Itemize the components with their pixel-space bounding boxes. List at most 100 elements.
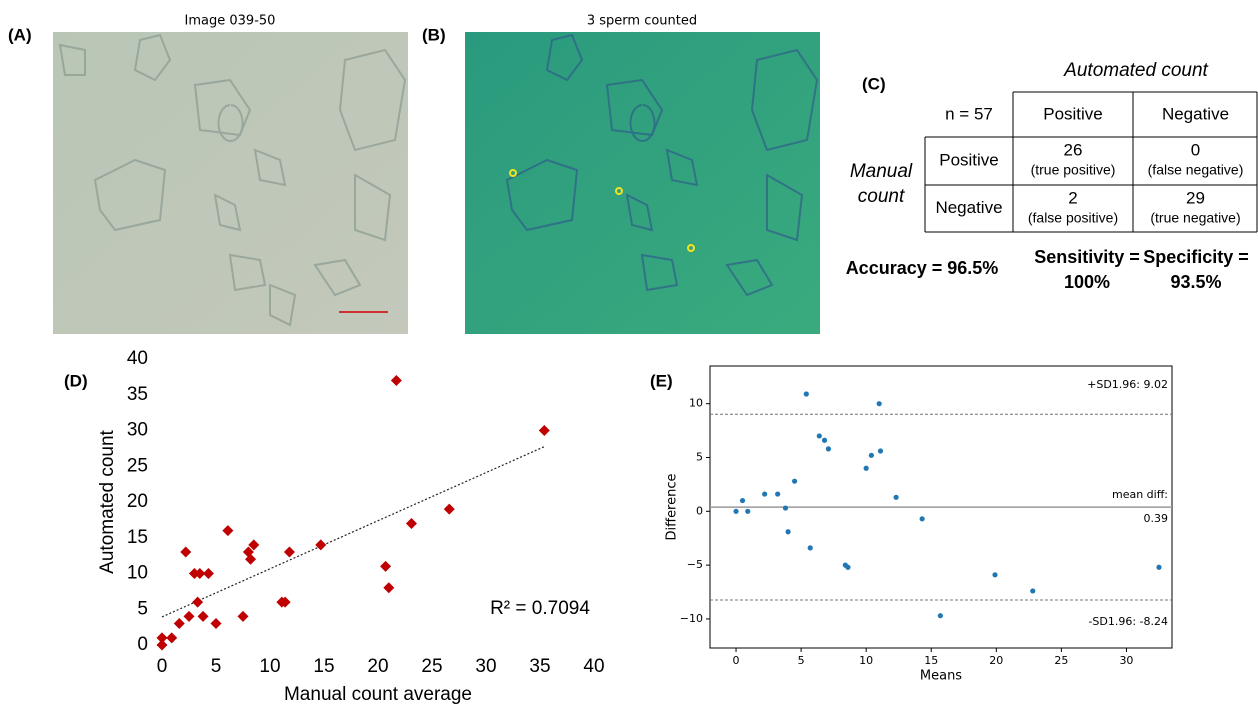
x-tick-label: 25 <box>421 656 442 677</box>
trendline <box>162 447 544 617</box>
data-point <box>157 640 168 651</box>
data-point <box>822 438 827 443</box>
x-tick-label: 10 <box>859 654 873 667</box>
x-axis-title: Manual count average <box>284 684 472 705</box>
data-point <box>826 446 831 451</box>
y-tick-label: 5 <box>696 450 703 463</box>
data-point <box>878 448 883 453</box>
x-tick-label: 20 <box>989 654 1003 667</box>
x-tick-label: 5 <box>798 654 805 667</box>
data-point <box>184 611 195 622</box>
metric: Accuracy = 96.5% <box>846 258 999 278</box>
cell-count: 26 <box>1064 140 1083 159</box>
data-point <box>383 582 394 593</box>
x-tick-label: 0 <box>733 654 740 667</box>
reference-label: -SD1.96: -8.24 <box>1088 615 1168 628</box>
y-tick-label: 0 <box>696 504 703 517</box>
x-tick-label: 30 <box>1119 654 1133 667</box>
x-tick-label: 10 <box>259 656 280 677</box>
y-tick-label: 20 <box>127 491 148 512</box>
x-tick-label: 20 <box>367 656 388 677</box>
data-point <box>539 425 550 436</box>
metric: Sensitivity = <box>1034 247 1140 267</box>
data-point <box>444 504 455 515</box>
data-point <box>380 561 391 572</box>
data-point <box>804 391 809 396</box>
micrograph-b <box>465 32 820 334</box>
data-point <box>174 618 185 629</box>
data-point <box>1156 565 1161 570</box>
data-point <box>783 505 788 510</box>
metric: 100% <box>1064 272 1110 292</box>
y-tick-label: 10 <box>127 563 148 584</box>
x-tick-label: 40 <box>583 656 604 677</box>
reference-label: mean diff: <box>1112 488 1168 501</box>
x-tick-label: 35 <box>529 656 550 677</box>
data-point <box>222 525 233 536</box>
panel-label: (B) <box>422 25 446 44</box>
reference-label: 0.39 <box>1144 512 1169 525</box>
row-label: Negative <box>935 198 1002 217</box>
data-point <box>894 495 899 500</box>
data-point <box>315 539 326 550</box>
row-header: Manual <box>850 161 913 182</box>
y-tick-label: 25 <box>127 455 148 476</box>
cell-count: 29 <box>1186 188 1205 207</box>
data-point <box>864 466 869 471</box>
reference-label: +SD1.96: 9.02 <box>1087 378 1168 391</box>
cell-note: (true negative) <box>1150 210 1240 226</box>
x-axis-title: Means <box>920 669 962 684</box>
data-point <box>792 479 797 484</box>
data-point <box>211 618 222 629</box>
data-point <box>938 613 943 618</box>
cell-note: (false positive) <box>1028 210 1118 226</box>
data-point <box>192 597 203 608</box>
figure: (A)(B)(C)(D)(E)Image 039-503 sperm count… <box>0 0 1258 705</box>
x-tick-label: 5 <box>211 656 222 677</box>
metric: Specificity = <box>1143 247 1249 267</box>
cell-note: (false negative) <box>1148 162 1244 178</box>
data-point <box>198 611 209 622</box>
panel-label: (D) <box>64 371 88 390</box>
data-point <box>762 491 767 496</box>
x-tick-label: 15 <box>924 654 938 667</box>
micrograph-a <box>53 32 408 334</box>
y-tick-label: 30 <box>127 420 148 441</box>
column-header: Automated count <box>1063 60 1208 81</box>
data-point <box>745 509 750 514</box>
data-point <box>1030 588 1035 593</box>
data-point <box>180 547 191 558</box>
y-tick-label: −10 <box>680 612 703 625</box>
y-axis-title: Difference <box>665 473 680 540</box>
data-point <box>775 491 780 496</box>
sample-size: n = 57 <box>945 104 993 123</box>
x-tick-label: 30 <box>475 656 496 677</box>
image-title: 3 sperm counted <box>587 14 697 29</box>
data-point <box>869 453 874 458</box>
row-label: Positive <box>939 150 999 169</box>
data-point <box>284 547 295 558</box>
y-tick-label: 35 <box>127 384 148 405</box>
data-point <box>845 565 850 570</box>
metric: 93.5% <box>1170 272 1221 292</box>
data-point <box>406 518 417 529</box>
panel-label: (A) <box>8 25 32 44</box>
data-point <box>808 545 813 550</box>
y-tick-label: −5 <box>687 558 703 571</box>
data-point <box>785 529 790 534</box>
y-tick-label: 10 <box>689 397 703 410</box>
y-tick-label: 0 <box>137 634 148 655</box>
data-point <box>203 568 214 579</box>
cell-note: (true positive) <box>1031 162 1116 178</box>
panel-label: (E) <box>650 371 673 390</box>
data-point <box>920 516 925 521</box>
data-point <box>391 375 402 386</box>
data-point <box>733 509 738 514</box>
data-point <box>877 401 882 406</box>
x-tick-label: 0 <box>157 656 168 677</box>
x-tick-label: 15 <box>313 656 334 677</box>
data-point <box>166 632 177 643</box>
y-tick-label: 5 <box>137 598 148 619</box>
panel-label: (C) <box>862 74 886 93</box>
y-tick-label: 15 <box>127 527 148 548</box>
